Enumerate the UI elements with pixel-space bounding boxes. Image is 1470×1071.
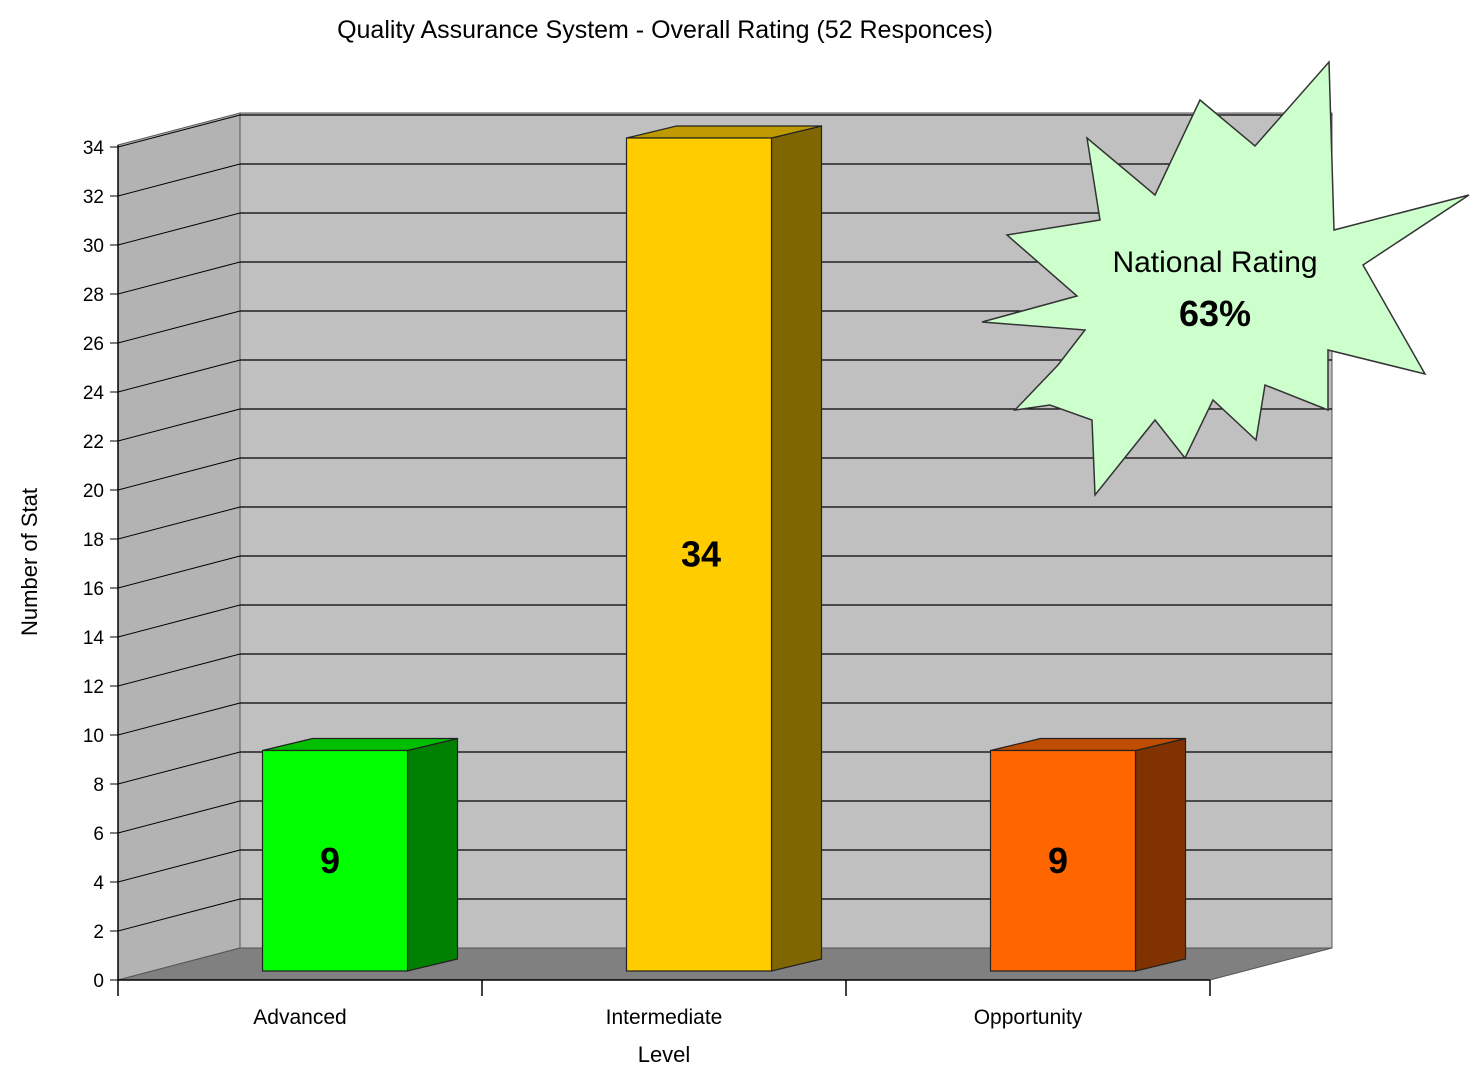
y-tick-label: 30 <box>83 236 104 257</box>
national-rating-starburst: National Rating 63% <box>981 60 1470 498</box>
y-tick-label: 28 <box>83 285 104 306</box>
y-tick-label: 4 <box>93 873 104 894</box>
x-axis-ticks: Advanced Intermediate Opportunity <box>117 980 1211 1029</box>
y-tick-label: 0 <box>93 971 104 992</box>
x-tick-label: Intermediate <box>606 1006 723 1029</box>
x-axis-label: Level <box>638 1042 691 1067</box>
data-label: 9 <box>1048 840 1068 881</box>
y-tick-label: 20 <box>83 481 104 502</box>
y-tick-label: 34 <box>83 138 105 159</box>
bars: 9 34 9 <box>261 125 1187 972</box>
gridline-side <box>117 751 241 785</box>
y-tick-label: 6 <box>93 824 104 845</box>
gridline-side <box>117 506 241 540</box>
bar-side <box>1134 737 1187 972</box>
y-tick-label: 12 <box>83 677 104 698</box>
bar-side <box>406 737 459 972</box>
data-label: 9 <box>320 840 340 881</box>
bar-opportunity: 9 <box>989 737 1187 972</box>
bar-front <box>625 137 773 972</box>
gridline-side <box>117 702 241 736</box>
y-tick-label: 18 <box>83 530 104 551</box>
gridline-side <box>117 408 241 442</box>
y-tick-label: 22 <box>83 432 104 453</box>
data-label: 34 <box>681 534 721 575</box>
side-wall <box>117 112 241 981</box>
chart-title: Quality Assurance System - Overall Ratin… <box>337 16 993 44</box>
y-tick-label: 26 <box>83 334 104 355</box>
annotation-line1: National Rating <box>1112 246 1317 279</box>
y-tick-label: 16 <box>83 579 104 600</box>
gridline-side <box>117 163 241 197</box>
y-tick-label: 10 <box>83 726 104 747</box>
gridline-side <box>117 555 241 589</box>
gridline-side <box>117 310 241 344</box>
gridline-side <box>117 457 241 491</box>
bar-front <box>989 749 1137 972</box>
x-tick-label: Advanced <box>253 1006 346 1029</box>
y-tick-label: 14 <box>83 628 105 649</box>
gridline-side <box>117 604 241 638</box>
x-tick-label: Opportunity <box>974 1006 1083 1029</box>
y-tick-label: 24 <box>83 383 105 404</box>
y-tick-label: 2 <box>93 922 104 943</box>
gridline-side <box>117 261 241 295</box>
y-axis-label: Number of Stat <box>17 488 42 636</box>
bar-front <box>261 749 409 972</box>
y-tick-label: 8 <box>93 775 104 796</box>
annotation-line2: 63% <box>1179 293 1251 334</box>
bar-side <box>770 125 823 972</box>
gridline-side <box>117 114 241 148</box>
starburst-shape <box>981 60 1470 498</box>
gridline-side <box>117 212 241 246</box>
gridline-side <box>117 898 241 932</box>
gridline-side <box>117 800 241 834</box>
y-tick-label: 32 <box>83 187 104 208</box>
gridline-side <box>117 653 241 687</box>
bar-advanced: 9 <box>261 737 459 972</box>
gridline-side <box>117 849 241 883</box>
gridline-side <box>117 359 241 393</box>
bar-intermediate: 34 <box>625 125 823 972</box>
